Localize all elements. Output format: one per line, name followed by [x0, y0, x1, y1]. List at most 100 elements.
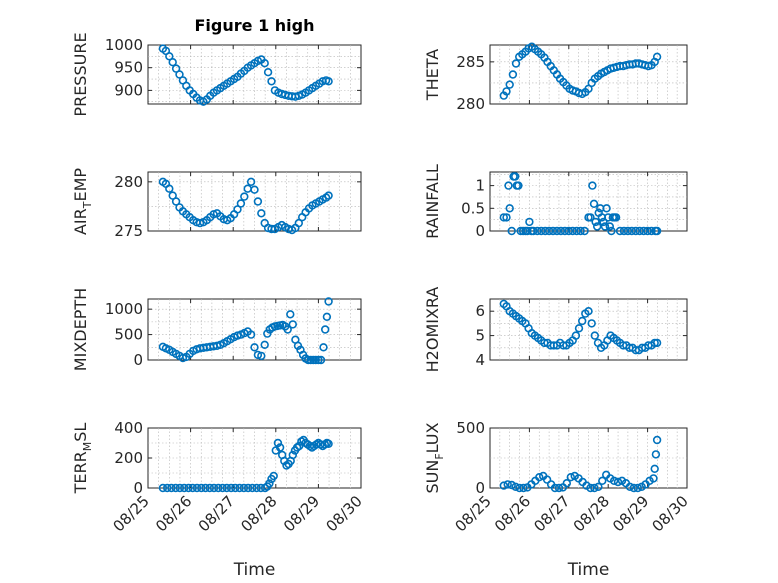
data-point: [652, 338, 662, 348]
data-point: [309, 355, 318, 365]
data-point: [511, 59, 521, 68]
data-point: [554, 483, 564, 493]
data-point: [197, 483, 206, 493]
data-point: [226, 483, 236, 493]
data-point: [248, 483, 257, 493]
data-point: [507, 226, 516, 236]
data-point: [552, 226, 562, 236]
y-tick-label: 6: [475, 302, 485, 320]
figure-title: Figure 1 high: [195, 16, 315, 35]
x-tick-label: 08/27: [530, 492, 573, 535]
data-point: [571, 331, 581, 340]
data-point: [250, 343, 259, 352]
data-point: [324, 439, 333, 448]
data-point: [288, 450, 297, 460]
data-point: [511, 482, 520, 491]
data-point: [590, 483, 599, 493]
data-point: [503, 480, 512, 489]
data-point: [635, 226, 644, 236]
data-point: [586, 213, 595, 222]
data-point: [574, 324, 584, 333]
data-point: [165, 184, 174, 193]
data-point: [171, 197, 181, 206]
data-point: [568, 226, 577, 236]
data-point: [514, 181, 523, 190]
subplot-rainfall: 0 0.5 1 RAINFALL: [423, 164, 688, 240]
y-tick-label: 4: [475, 351, 485, 369]
y-tick-label: 5: [475, 327, 485, 345]
data-point: [214, 483, 223, 493]
data-point: [324, 297, 333, 306]
data-point: [544, 226, 554, 236]
data-point: [647, 226, 656, 236]
data-point: [515, 483, 524, 493]
data-point: [205, 483, 215, 493]
x-tick-label: 08/26: [152, 492, 195, 535]
data-point: [548, 226, 558, 236]
y-tick-label: 950: [114, 59, 143, 77]
data-point: [609, 476, 619, 485]
data-point: [633, 483, 642, 493]
data-point: [201, 483, 210, 493]
x-tick-label: 08/29: [280, 492, 323, 535]
x-tick-label: 08/28: [237, 492, 280, 535]
data-point: [584, 307, 593, 316]
data-point: [231, 483, 240, 493]
y-axis-label: PRESSURE: [71, 32, 90, 116]
y-tick-label: 400: [114, 419, 143, 437]
x-tick-label: 08/30: [649, 492, 692, 535]
data-point: [192, 483, 202, 493]
data-point: [613, 477, 623, 487]
data-point: [318, 77, 327, 86]
data-point: [295, 441, 304, 451]
data-point: [507, 480, 516, 490]
data-point: [246, 330, 256, 339]
data-point: [589, 199, 599, 209]
data-point: [253, 197, 263, 206]
data-point: [265, 479, 274, 488]
data-point: [550, 483, 560, 493]
data-point: [556, 226, 566, 236]
data-point: [168, 191, 177, 200]
data-point: [209, 483, 219, 493]
data-point: [275, 443, 285, 452]
data-point: [257, 351, 266, 361]
data-point: [533, 226, 542, 236]
data-point: [576, 226, 585, 236]
data-point: [600, 222, 610, 231]
y-tick-label: 900: [114, 81, 143, 99]
axes-box: [489, 298, 688, 361]
data-point: [233, 205, 242, 214]
data-point: [586, 483, 595, 493]
data-point: [239, 483, 249, 493]
data-point: [167, 483, 176, 493]
subplot-mixdepth: 0 500 1000 MIXDEPTH: [71, 288, 362, 371]
data-point: [591, 217, 600, 227]
data-point: [587, 319, 596, 328]
data-point: [263, 67, 273, 77]
x-tick-label: 08/29: [609, 492, 652, 535]
data-point: [523, 226, 532, 236]
data-point: [599, 217, 608, 227]
y-axis-label: SUNFLUX: [423, 422, 446, 493]
data-point: [525, 217, 534, 227]
x-tick-label: 08/27: [195, 492, 238, 535]
data-point: [235, 483, 244, 493]
data-point: [602, 204, 611, 213]
data-point: [564, 226, 573, 236]
data-point: [519, 483, 528, 493]
data-point: [195, 218, 205, 228]
data-point: [631, 226, 640, 236]
data-point: [580, 226, 589, 236]
data-point: [257, 209, 266, 218]
data-point: [158, 483, 168, 493]
y-axis-label: THETA: [423, 49, 442, 101]
y-axis-label: AIRTEMP: [71, 168, 94, 235]
data-point: [605, 222, 614, 231]
data-point: [324, 77, 333, 86]
data-point: [283, 325, 292, 334]
data-point: [629, 483, 638, 493]
x-tick-label: 08/30: [323, 492, 366, 535]
